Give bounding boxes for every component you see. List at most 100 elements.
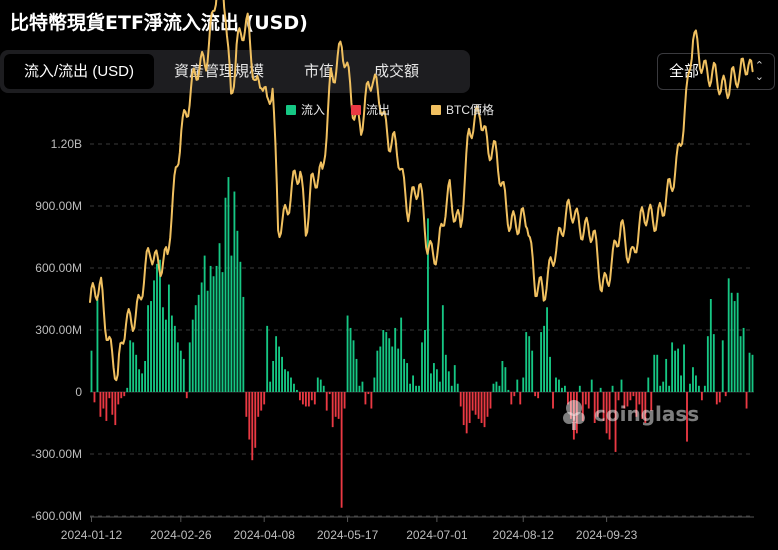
outflow-bar: [608, 392, 611, 440]
legend-label[interactable]: BTC價格: [446, 102, 494, 117]
inflow-bar: [504, 367, 507, 392]
outflow-bar: [474, 392, 477, 415]
inflow-bar: [748, 352, 751, 392]
inflow-bar: [683, 344, 685, 392]
inflow-bar: [406, 363, 409, 392]
legend-label[interactable]: 流入: [301, 103, 325, 117]
tab-market-cap[interactable]: 市值: [304, 63, 335, 80]
outflow-bar: [114, 392, 117, 426]
y-tick-label: 1.20B: [51, 137, 82, 151]
outflow-bar: [602, 392, 605, 421]
inflow-bar: [709, 299, 712, 392]
outflow-bar: [629, 392, 632, 401]
inflow-bar: [444, 354, 447, 392]
inflow-bar: [697, 385, 700, 392]
outflow-bar: [468, 392, 471, 423]
inflow-bar: [501, 361, 504, 392]
inflow-bar: [200, 282, 203, 392]
inflow-bar: [352, 340, 355, 392]
inflow-bar: [409, 383, 412, 392]
inflow-bar: [284, 369, 286, 392]
inflow-bar: [215, 265, 218, 392]
outflow-bar: [263, 392, 266, 405]
inflow-bar: [599, 387, 602, 392]
inflow-bar: [361, 381, 364, 392]
outflow-bar: [343, 392, 346, 409]
inflow-bar: [355, 358, 358, 392]
inflow-bar: [162, 307, 164, 392]
outflow-bar: [93, 392, 96, 403]
legend-label[interactable]: 流出: [366, 103, 390, 117]
outflow-bar: [248, 392, 251, 440]
outflow-bar: [251, 392, 254, 461]
inflow-bar: [546, 307, 548, 392]
inflow-bar: [695, 375, 697, 392]
inflow-bar: [450, 385, 453, 392]
flow-bars: [90, 177, 754, 508]
inflow-bar: [706, 336, 709, 392]
legend-swatch[interactable]: [351, 105, 361, 115]
inflow-bar: [543, 325, 546, 392]
outflow-bar: [644, 392, 647, 423]
inflow-bar: [141, 373, 144, 392]
watermark-text: coinglass: [594, 402, 699, 426]
outflow-bar: [257, 392, 260, 417]
inflow-bar: [242, 296, 245, 392]
inflow-bar: [194, 305, 197, 392]
inflow-bar: [132, 342, 135, 392]
outflow-bar: [715, 392, 718, 405]
inflow-bar: [590, 379, 593, 392]
outflow-bar: [537, 392, 540, 399]
inflow-bar: [540, 332, 543, 392]
inflow-bar: [549, 356, 551, 392]
inflow-bar: [239, 261, 242, 392]
inflow-bar: [170, 315, 173, 392]
inflow-bar: [322, 385, 325, 392]
btc-price-line: [89, 0, 754, 382]
inflow-bar: [620, 379, 623, 392]
inflow-bar: [209, 265, 212, 392]
fund-filter-select[interactable]: 全部 ⌃ ⌄: [657, 53, 775, 90]
inflow-bar: [400, 317, 403, 392]
legend-swatch[interactable]: [431, 105, 441, 115]
inflow-bar: [668, 385, 671, 392]
inflow-bar: [96, 299, 99, 392]
inflow-bar: [272, 361, 275, 392]
coinglass-watermark: coinglass: [563, 400, 699, 430]
inflow-bar: [498, 385, 501, 392]
inflow-bar: [659, 385, 662, 392]
inflow-bar: [653, 354, 656, 392]
outflow-bar: [102, 392, 105, 409]
legend-swatch[interactable]: [286, 105, 296, 115]
outflow-bar: [575, 392, 578, 434]
outflow-bar: [552, 392, 554, 409]
inflow-bar: [156, 263, 158, 392]
coinglass-logo-icon: [563, 400, 585, 430]
outflow-bar: [334, 392, 337, 417]
inflow-bar: [379, 346, 382, 392]
outflow-bar: [635, 392, 638, 417]
inflow-bar: [680, 375, 682, 392]
inflow-bar: [221, 272, 224, 392]
inflow-bar: [269, 381, 272, 392]
inflow-bar: [182, 358, 185, 392]
inflow-bar: [179, 350, 182, 392]
outflow-bar: [510, 392, 513, 405]
tab-flows[interactable]: 流入/流出 (USD): [4, 54, 154, 89]
y-tick-label: -600.00M: [31, 509, 82, 523]
inflow-bar: [191, 319, 194, 392]
outflow-bar: [650, 392, 653, 411]
x-tick-label: 2024-08-12: [493, 528, 555, 542]
inflow-bar: [456, 383, 459, 392]
outflow-bar: [325, 392, 328, 411]
outflow-bar: [462, 392, 465, 426]
tab-volume[interactable]: 成交額: [374, 63, 420, 80]
inflow-bar: [224, 197, 227, 392]
inflow-bar: [385, 332, 388, 392]
outflow-bar: [724, 392, 727, 397]
outflow-bar: [337, 392, 340, 419]
outflow-bar: [307, 392, 310, 407]
outflow-bar: [117, 392, 120, 405]
inflow-bar: [144, 361, 147, 392]
